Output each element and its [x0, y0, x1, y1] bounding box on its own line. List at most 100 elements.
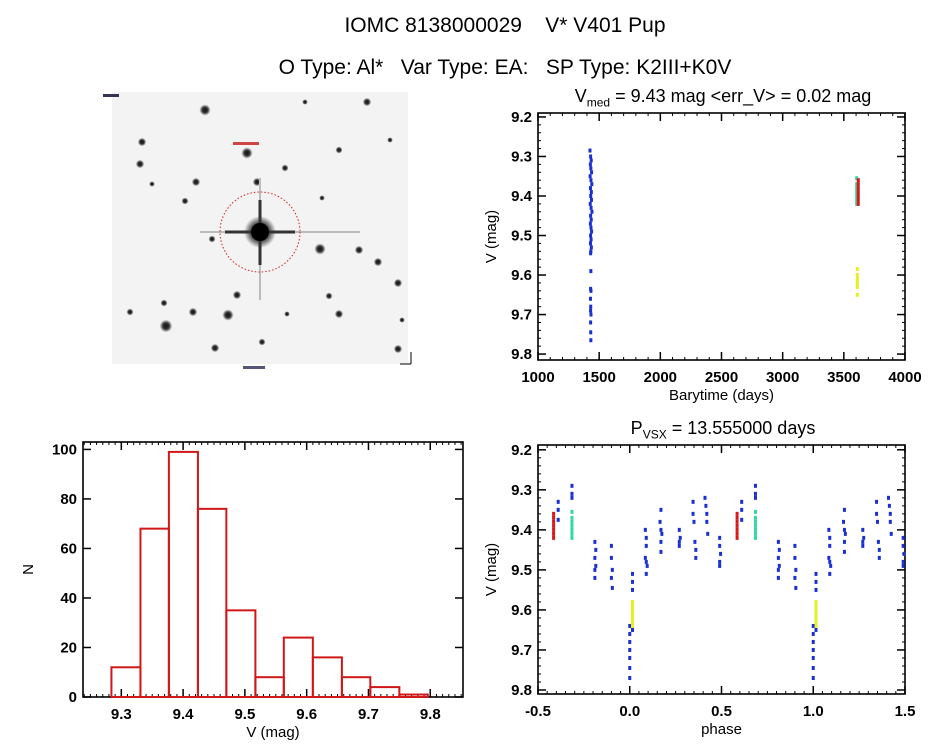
image-label-mark — [103, 94, 119, 97]
data-point — [589, 205, 593, 210]
data-point — [886, 495, 890, 500]
star — [393, 344, 403, 354]
star — [126, 308, 134, 316]
data-point — [814, 615, 818, 620]
data-point — [753, 515, 757, 520]
data-point — [718, 535, 722, 540]
data-point — [814, 611, 818, 616]
y-tick-label: 9.8 — [511, 682, 532, 699]
y-tick-label: 40 — [60, 590, 77, 607]
data-point — [570, 483, 574, 488]
star — [160, 299, 168, 307]
data-point — [570, 531, 574, 536]
histogram-bar — [311, 656, 343, 699]
y-tick-label: 60 — [60, 540, 77, 557]
data-point — [644, 543, 648, 548]
y-tick-label: 9.6 — [511, 602, 532, 619]
data-point — [811, 675, 815, 680]
data-point — [814, 623, 818, 628]
data-point — [856, 186, 860, 191]
data-point — [552, 511, 556, 516]
data-point — [628, 655, 632, 660]
x-tick-label: 1000 — [521, 369, 554, 386]
data-point — [828, 543, 832, 548]
data-point — [811, 639, 815, 644]
data-point — [677, 543, 681, 548]
data-point — [827, 527, 831, 532]
data-point — [829, 563, 833, 568]
data-point — [776, 575, 780, 580]
data-point — [888, 511, 892, 516]
data-point — [631, 627, 635, 632]
data-point — [856, 201, 860, 206]
data-point — [855, 201, 859, 206]
data-point — [753, 509, 757, 514]
data-point — [706, 531, 710, 536]
data-point — [570, 491, 574, 496]
x-tick-label: 9.6 — [296, 706, 317, 723]
star — [362, 97, 372, 107]
data-point — [589, 245, 593, 250]
y-tick-label: 9.6 — [511, 267, 532, 284]
histogram-bar — [369, 686, 401, 699]
data-point — [588, 296, 592, 301]
data-point — [609, 543, 613, 548]
data-point — [610, 567, 614, 572]
data-point — [777, 547, 781, 552]
data-point — [889, 531, 893, 536]
series-red — [552, 511, 739, 540]
data-point — [776, 539, 780, 544]
data-point — [735, 519, 739, 524]
data-point — [593, 539, 597, 544]
data-point — [794, 567, 798, 572]
data-point — [556, 517, 560, 522]
star — [399, 317, 405, 323]
x-tick-label: 1500 — [582, 369, 615, 386]
y-axis-label: V (mag) — [483, 543, 500, 596]
data-point — [593, 567, 597, 572]
data-point — [856, 193, 860, 198]
data-point — [589, 166, 593, 171]
data-point — [644, 559, 648, 564]
data-point — [552, 519, 556, 524]
data-point — [855, 182, 859, 187]
data-point — [842, 549, 846, 554]
data-point — [552, 531, 556, 536]
figure-subtitle: O Type: Al* Var Type: EA: SP Type: K2III… — [278, 56, 732, 79]
x-tick-label: -0.5 — [525, 703, 551, 720]
data-point — [552, 515, 556, 520]
star — [188, 307, 198, 317]
star — [387, 137, 393, 143]
data-point — [631, 619, 635, 624]
star — [208, 235, 216, 243]
y-tick-label: 9.3 — [511, 482, 532, 499]
x-tick-label: 9.3 — [111, 706, 132, 723]
data-point — [552, 527, 556, 532]
star — [284, 311, 290, 317]
data-point — [660, 531, 664, 536]
star — [159, 319, 173, 333]
data-point — [593, 555, 597, 560]
star — [334, 309, 344, 319]
data-point — [644, 535, 648, 540]
data-point — [811, 655, 815, 660]
x-tick-label: 3500 — [827, 369, 860, 386]
data-point — [588, 174, 592, 179]
data-point — [589, 312, 593, 317]
x-tick-label: 0.5 — [711, 703, 732, 720]
data-point — [888, 519, 892, 524]
data-point — [589, 154, 593, 159]
series-yellow — [855, 267, 859, 297]
data-point — [842, 507, 846, 512]
data-point — [589, 320, 593, 325]
data-point — [777, 563, 781, 568]
x-tick-label: 0.0 — [619, 703, 640, 720]
data-point — [811, 631, 815, 636]
data-point — [842, 539, 846, 544]
data-point — [659, 527, 663, 532]
phase-title: PVSX = 13.555000 days — [513, 418, 933, 442]
data-point — [855, 193, 859, 198]
data-point — [856, 190, 860, 195]
histogram-bar — [139, 527, 170, 699]
title-main: V — [574, 86, 587, 106]
